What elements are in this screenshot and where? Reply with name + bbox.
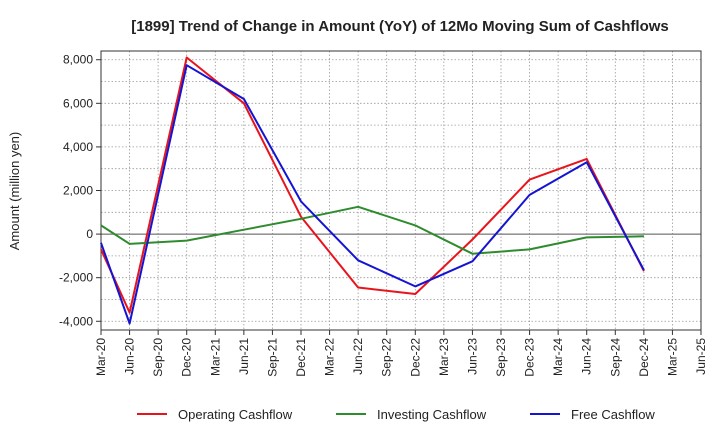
x-tick-label: Jun-24 (580, 338, 594, 375)
legend-label: Operating Cashflow (178, 407, 293, 422)
series-line-free-cashflow (100, 64, 645, 325)
x-tick-label: Sep-23 (494, 338, 508, 377)
legend-label: Investing Cashflow (377, 407, 487, 422)
x-tick-label: Mar-22 (323, 338, 337, 376)
y-tick-label: 6,000 (63, 96, 93, 110)
x-tick-label: Mar-25 (665, 338, 679, 376)
chart-title: [1899] Trend of Change in Amount (YoY) o… (131, 18, 669, 35)
x-tick-label: Dec-23 (523, 338, 537, 377)
legend: Operating Cashflow Investing Cashflow Free… (137, 407, 655, 422)
plot-frame (100, 50, 702, 331)
x-tick-label: Sep-20 (151, 338, 165, 377)
grid (101, 51, 701, 330)
y-axis: -4,000 -2,000 0 2,000 4,000 6,000 8,000 (59, 53, 101, 328)
x-tick-label: Mar-21 (208, 338, 222, 376)
y-tick-label: -4,000 (59, 314, 93, 328)
legend-label: Free Cashflow (571, 407, 655, 422)
x-tick-label: Mar-24 (551, 338, 565, 376)
x-tick-label: Mar-23 (437, 338, 451, 376)
y-tick-label: 8,000 (63, 53, 93, 67)
x-tick-label: Jun-23 (465, 338, 479, 375)
series-line-investing-cashflow (100, 205, 644, 255)
series-line-operating-cashflow (100, 56, 645, 314)
y-tick-label: -2,000 (59, 271, 93, 285)
y-tick-label: 0 (86, 227, 93, 241)
x-tick-label: Sep-21 (265, 338, 279, 377)
y-axis-title: Amount (million yen) (7, 132, 22, 251)
x-tick-label: Jun-21 (237, 338, 251, 375)
x-tick-label: Jun-22 (351, 338, 365, 375)
x-tick-label: Sep-22 (380, 338, 394, 377)
y-tick-label: 2,000 (63, 184, 93, 198)
x-tick-label: Dec-20 (180, 338, 194, 377)
x-tick-label: Dec-22 (408, 338, 422, 377)
x-tick-label: Jun-20 (123, 338, 137, 375)
x-tick-label: Dec-24 (637, 338, 651, 377)
x-tick-label: Jun-25 (694, 338, 708, 375)
x-axis: Mar-20 Jun-20 Sep-20 Dec-20 Mar-21 Jun-21 Sep-… (94, 330, 708, 377)
y-tick-label: 4,000 (63, 140, 93, 154)
x-tick-label: Sep-24 (608, 338, 622, 377)
x-tick-label: Mar-20 (94, 338, 108, 376)
series-lines (100, 56, 645, 325)
x-tick-label: Dec-21 (294, 338, 308, 377)
